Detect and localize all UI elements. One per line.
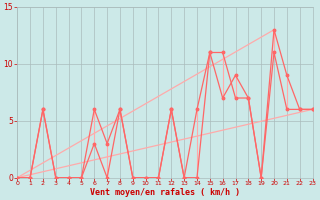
X-axis label: Vent moyen/en rafales ( km/h ): Vent moyen/en rafales ( km/h ) bbox=[90, 188, 240, 197]
